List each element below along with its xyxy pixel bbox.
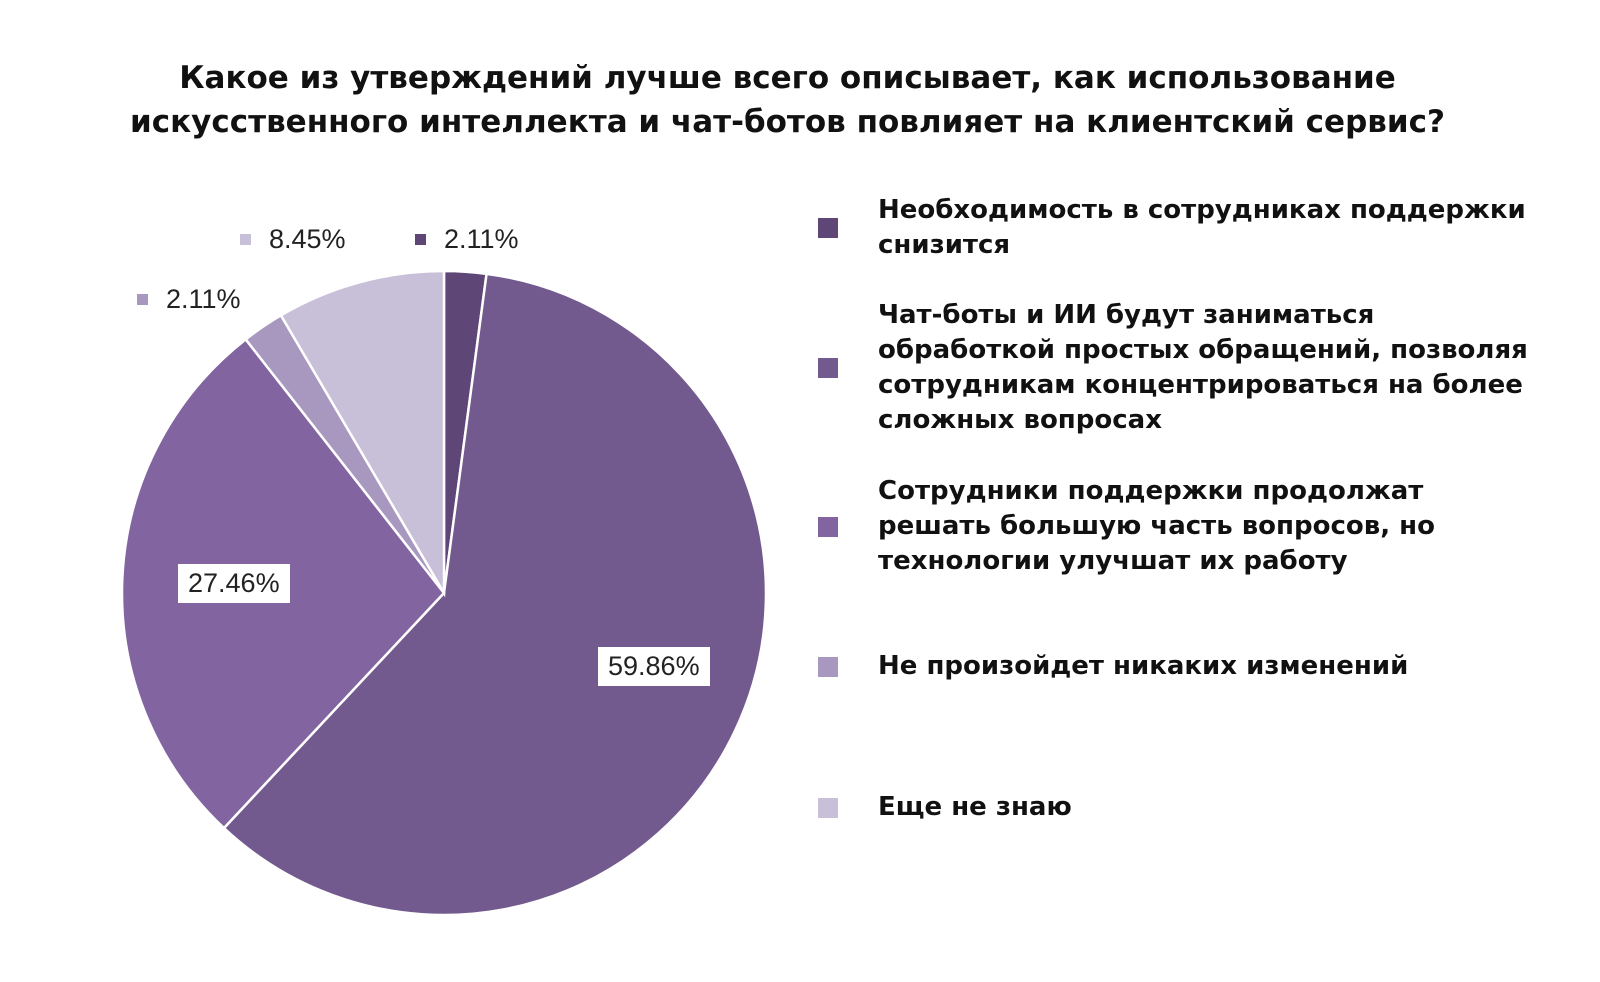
data-label: 59.86% — [598, 647, 710, 686]
legend-label: Не произойдет никаких изменений — [878, 651, 1409, 681]
pie-slice — [222, 272, 768, 917]
pie-slice — [279, 269, 446, 598]
data-label-text: 59.86% — [608, 651, 700, 681]
legend-item: Сотрудники поддержки продолжат решать бо… — [818, 474, 1538, 579]
legend-label: Чат-боты и ИИ будут заниматься обработко… — [878, 300, 1528, 435]
legend-swatch-icon — [818, 797, 838, 818]
data-label-text: 8.45% — [269, 224, 346, 254]
data-label: 27.46% — [178, 564, 290, 603]
legend-item: Не произойдет никаких изменений — [818, 649, 1538, 684]
label-marker-icon — [240, 234, 251, 245]
data-label-text: 2.11% — [444, 224, 519, 254]
chart-title: Какое из утверждений лучше всего описыва… — [0, 56, 1575, 144]
legend-item: Необходимость в сотрудниках поддержки сн… — [818, 193, 1538, 263]
chart-title-line: Какое из утверждений лучше всего описыва… — [179, 60, 1396, 96]
label-marker-icon — [415, 234, 426, 245]
data-label-text: 27.46% — [188, 568, 280, 598]
legend-label: Еще не знаю — [878, 792, 1072, 822]
legend-swatch-icon — [818, 358, 838, 378]
legend-label: Сотрудники поддержки продолжат решать бо… — [878, 476, 1435, 576]
pie-chart — [120, 269, 768, 917]
data-label: 2.11% — [137, 284, 241, 315]
label-marker-icon — [137, 294, 148, 305]
data-label-text: 2.11% — [166, 284, 241, 314]
chart-title-line: искусственного интеллекта и чат-ботов по… — [130, 104, 1445, 140]
legend-item: Чат-боты и ИИ будут заниматься обработко… — [818, 298, 1538, 438]
data-label: 2.11% — [415, 224, 519, 255]
data-label: 8.45% — [240, 224, 346, 255]
legend-swatch-icon — [818, 218, 838, 238]
legend-swatch-icon — [818, 516, 838, 537]
legend-label: Необходимость в сотрудниках поддержки сн… — [878, 195, 1526, 260]
legend-swatch-icon — [818, 656, 838, 677]
legend-item: Еще не знаю — [818, 790, 1538, 825]
